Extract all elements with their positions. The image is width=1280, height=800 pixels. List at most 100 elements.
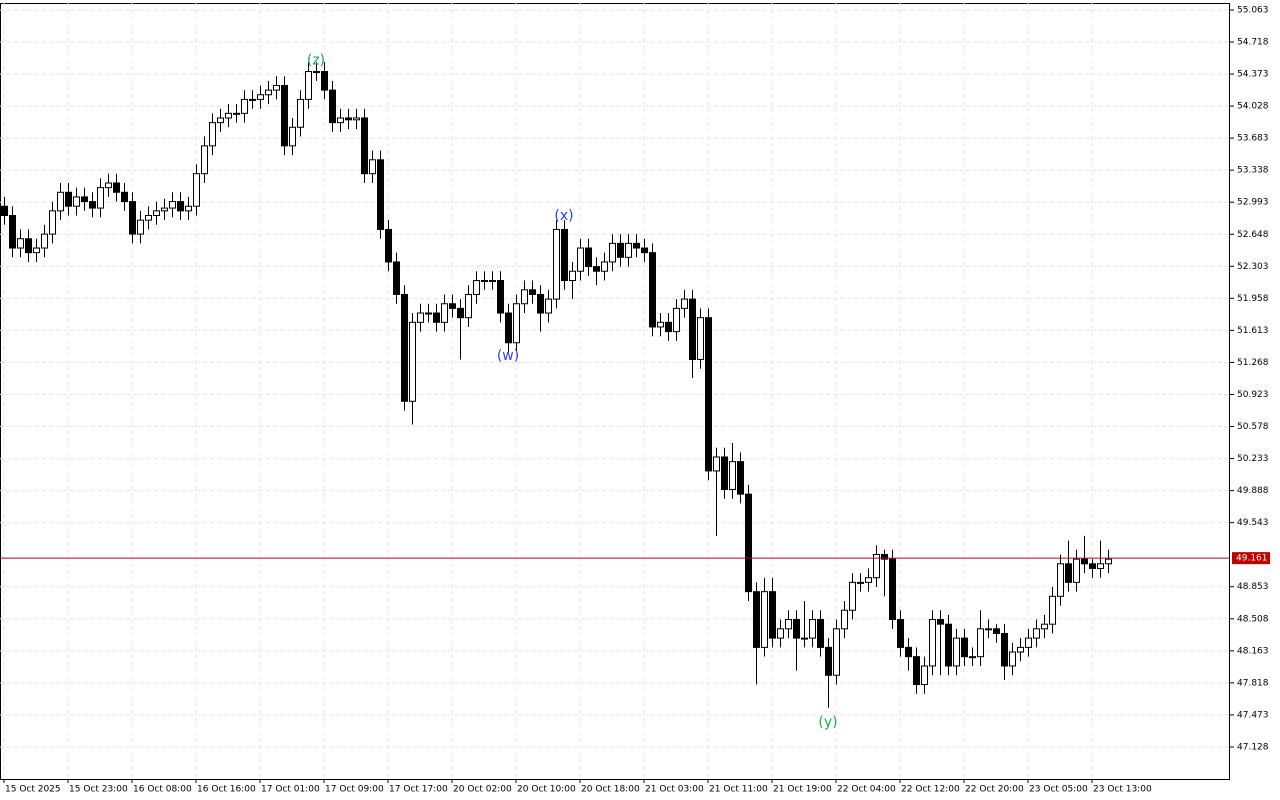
- candle-body: [177, 201, 184, 212]
- candle-body: [513, 303, 520, 344]
- candle-body: [697, 317, 704, 360]
- candle-body: [969, 656, 976, 659]
- y-tick-label: 54.718: [1237, 38, 1269, 48]
- wave-label: (z): [307, 52, 325, 68]
- candle-body: [1025, 637, 1032, 648]
- candle-body: [1065, 563, 1072, 583]
- y-tick-label: 52.648: [1237, 230, 1269, 240]
- candle-body: [1009, 651, 1016, 667]
- x-tick-label: 17 Oct 01:00: [261, 785, 320, 795]
- wave-label: (x): [554, 208, 573, 224]
- y-tick-label: 50.923: [1237, 390, 1269, 400]
- candle-body: [985, 628, 992, 631]
- candle-body: [65, 191, 72, 207]
- y-tick-label: 51.958: [1237, 294, 1269, 304]
- x-tick-label: 15 Oct 2025: [5, 785, 61, 795]
- candle-body: [465, 293, 472, 319]
- candle-body: [529, 289, 536, 295]
- candle-body: [977, 628, 984, 658]
- candle-body: [857, 581, 864, 584]
- y-tick-label: 48.508: [1237, 614, 1269, 624]
- x-tick-label: 20 Oct 18:00: [581, 785, 640, 795]
- x-tick-label: 21 Oct 11:00: [709, 785, 768, 795]
- candle-body: [481, 280, 488, 283]
- x-tick-label: 22 Oct 12:00: [901, 785, 960, 795]
- candle-body: [881, 554, 888, 560]
- candle-body: [785, 619, 792, 630]
- candle-body: [809, 619, 816, 639]
- candle-body: [313, 71, 320, 74]
- candle-body: [113, 182, 120, 193]
- candle-body: [497, 280, 504, 314]
- candle-body: [873, 554, 880, 579]
- candle-body: [825, 646, 832, 676]
- candle-body: [793, 619, 800, 639]
- candle-body: [89, 201, 96, 209]
- x-tick-label: 17 Oct 17:00: [389, 785, 448, 795]
- candle-body: [929, 619, 936, 667]
- candle-body: [361, 117, 368, 175]
- y-tick-label: 49.543: [1237, 518, 1269, 528]
- candle-body: [217, 117, 224, 124]
- candle-body: [81, 196, 88, 203]
- candle-body: [569, 270, 576, 282]
- candle-body: [945, 623, 952, 667]
- candle-body: [769, 591, 776, 639]
- candle-body: [457, 307, 464, 319]
- candle-body: [665, 321, 672, 333]
- candle-body: [1, 205, 8, 217]
- y-tick-label: 52.303: [1237, 262, 1269, 272]
- candle-body: [33, 247, 40, 254]
- candle-body: [97, 187, 104, 209]
- candle-body: [521, 289, 528, 305]
- candle-body: [193, 173, 200, 207]
- candle-body: [121, 191, 128, 203]
- candle-body: [849, 581, 856, 611]
- candle-body: [625, 242, 632, 258]
- candle-body: [321, 71, 328, 91]
- candle-body: [1105, 558, 1112, 565]
- y-tick-label: 50.578: [1237, 422, 1269, 432]
- candle-body: [297, 98, 304, 128]
- y-tick-label: 54.028: [1237, 102, 1269, 112]
- candle-body: [353, 117, 360, 121]
- candle-body: [865, 577, 872, 583]
- x-tick-label: 21 Oct 19:00: [773, 785, 832, 795]
- candle-body: [1057, 563, 1064, 597]
- candle-body: [433, 312, 440, 323]
- y-tick-label: 51.613: [1237, 326, 1269, 336]
- candle-body: [505, 312, 512, 344]
- x-tick-label: 23 Oct 05:00: [1029, 785, 1088, 795]
- y-tick-label: 55.063: [1237, 5, 1269, 15]
- y-tick-label: 50.233: [1237, 454, 1269, 464]
- candle-body: [617, 242, 624, 258]
- candle-body: [233, 112, 240, 115]
- y-tick-label: 54.373: [1237, 70, 1269, 80]
- candle-body: [633, 242, 640, 249]
- candle-body: [385, 228, 392, 263]
- candle-body: [641, 247, 648, 254]
- candle-body: [1049, 595, 1056, 625]
- candle-body: [305, 71, 312, 100]
- candle-body: [473, 280, 480, 295]
- x-tick-label: 16 Oct 08:00: [133, 785, 192, 795]
- candle-body: [657, 321, 664, 328]
- candle-body: [1081, 558, 1088, 565]
- candle-body: [993, 628, 1000, 634]
- y-tick-label: 47.818: [1237, 678, 1269, 688]
- x-tick-label: 20 Oct 02:00: [453, 785, 512, 795]
- candle-body: [953, 637, 960, 667]
- candle-body: [105, 182, 112, 189]
- candle-body: [377, 159, 384, 230]
- candle-body: [161, 207, 168, 212]
- candle-body: [753, 591, 760, 648]
- candle-body: [961, 637, 968, 658]
- price-label: 49.161: [1236, 554, 1268, 564]
- x-tick-label: 23 Oct 13:00: [1093, 785, 1152, 795]
- candle-body: [73, 196, 80, 207]
- candle-body: [449, 303, 456, 309]
- candle-body: [689, 298, 696, 360]
- candle-body: [257, 94, 264, 100]
- candle-body: [401, 293, 408, 402]
